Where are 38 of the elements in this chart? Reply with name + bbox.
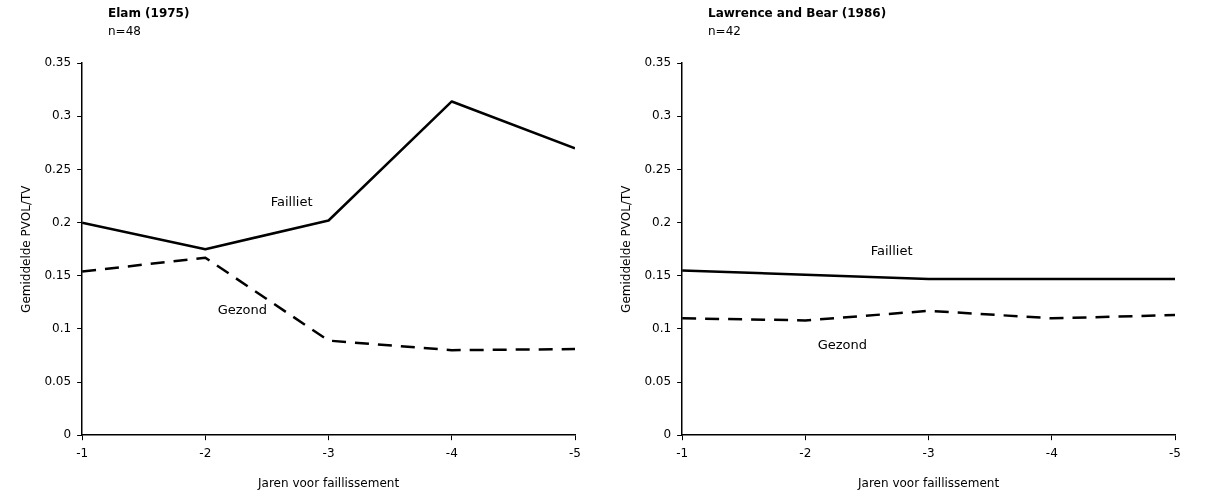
y-tick-label: 0.15	[644, 267, 672, 282]
series-label: Gezond	[217, 302, 267, 318]
x-tick-label: -3	[322, 445, 335, 460]
y-tick-label: 0.2	[652, 214, 672, 229]
chart-title: Lawrence and Bear (1986)	[708, 6, 887, 20]
chart-title: Elam (1975)	[108, 6, 190, 20]
y-axis-title: Gemiddelde PVOL/TV	[619, 184, 634, 313]
x-tick-label: -2	[199, 445, 212, 460]
y-tick-label: 0.05	[644, 374, 672, 389]
y-tick-label: 0.1	[52, 321, 72, 336]
x-tick-label: -4	[1045, 445, 1058, 460]
x-axis-title: Jaren voor faillissement	[257, 475, 400, 490]
y-tick-label: 0.25	[644, 161, 672, 176]
y-tick-label: 0.3	[52, 108, 72, 123]
y-tick-label: 0.3	[652, 108, 672, 123]
y-tick-label: 0	[663, 427, 672, 442]
series-label: Failliet	[870, 242, 913, 258]
y-tick-label: 0.35	[644, 55, 672, 70]
y-tick-label: 0.2	[52, 214, 72, 229]
x-tick-label: -3	[922, 445, 935, 460]
x-tick-label: -2	[799, 445, 812, 460]
x-tick-label: -1	[676, 445, 689, 460]
y-tick-label: 0	[63, 427, 72, 442]
y-tick-label: 0.35	[44, 55, 72, 70]
x-tick-label: -1	[76, 445, 89, 460]
y-axis-title: Gemiddelde PVOL/TV	[19, 184, 34, 313]
y-tick-label: 0.1	[652, 321, 672, 336]
y-tick-label: 0.25	[44, 161, 72, 176]
x-tick-label: -5	[569, 445, 581, 460]
chart-subtitle: n=48	[108, 24, 141, 38]
x-tick-label: -4	[445, 445, 458, 460]
x-tick-label: -5	[1169, 445, 1181, 460]
series-label: Failliet	[270, 193, 313, 209]
y-tick-label: 0.05	[44, 374, 72, 389]
x-axis-title: Jaren voor faillissement	[857, 475, 1000, 490]
chart-subtitle: n=42	[708, 24, 741, 38]
y-tick-label: 0.15	[44, 267, 72, 282]
series-label: Gezond	[817, 337, 867, 353]
